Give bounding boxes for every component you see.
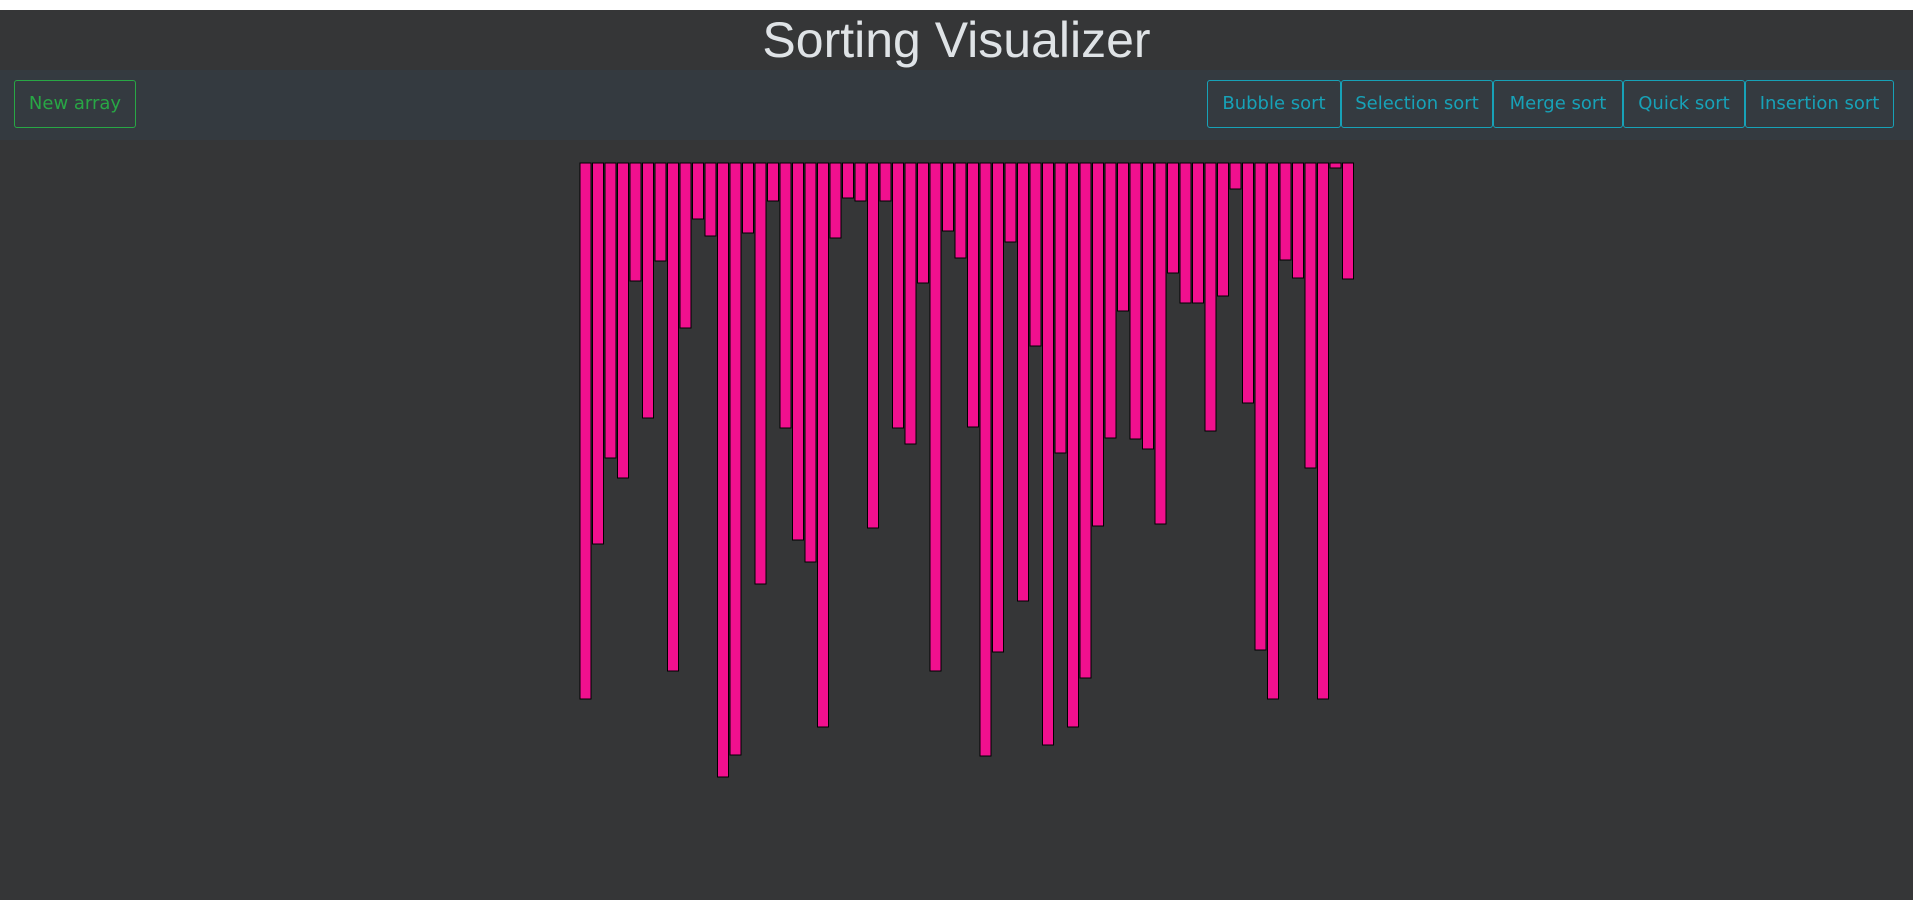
array-bar (1167, 162, 1179, 274)
array-bar (1267, 162, 1279, 700)
array-bar (904, 162, 917, 445)
array-bar (1104, 162, 1117, 439)
insertion-sort-button[interactable]: Insertion sort (1745, 80, 1894, 128)
array-bar (1292, 162, 1304, 279)
browser-top-strip (0, 0, 1913, 10)
array-bar (1192, 162, 1204, 304)
array-bar (717, 162, 729, 778)
array-bar (1254, 162, 1267, 651)
array-bar (1179, 162, 1192, 304)
array-bar (1017, 162, 1029, 602)
array-bar (979, 162, 992, 757)
array-bar (792, 162, 804, 541)
array-bar (1229, 162, 1242, 190)
array-bar (579, 162, 592, 700)
array-bar (729, 162, 742, 756)
array-bar (754, 162, 767, 585)
array-bar (1029, 162, 1042, 347)
array-bar (654, 162, 667, 262)
merge-sort-button[interactable]: Merge sort (1493, 80, 1623, 128)
array-bar (617, 162, 629, 479)
array-bar (1317, 162, 1329, 700)
array-bar (1117, 162, 1129, 312)
quick-sort-button[interactable]: Quick sort (1623, 80, 1745, 128)
array-bar (842, 162, 854, 199)
array-bar (592, 162, 604, 545)
array-bar (642, 162, 654, 419)
array-bar (1092, 162, 1104, 527)
array-bar (1204, 162, 1217, 432)
array-bar (1304, 162, 1317, 469)
array-bar (1042, 162, 1054, 746)
array-bar (967, 162, 979, 428)
array-bar (1154, 162, 1167, 525)
array-bar (992, 162, 1004, 653)
array-bar (604, 162, 617, 459)
selection-sort-button[interactable]: Selection sort (1341, 80, 1493, 128)
array-bar (779, 162, 792, 429)
array-bar (1054, 162, 1067, 454)
array-bar (767, 162, 779, 202)
array-bar (867, 162, 879, 529)
toolbar: New array Bubble sort Selection sort Mer… (0, 70, 1913, 140)
new-array-button[interactable]: New array (14, 80, 136, 128)
array-bar (854, 162, 867, 202)
array-bar (817, 162, 829, 728)
array-bar (1342, 162, 1354, 280)
array-bar (942, 162, 954, 232)
array-bar (1329, 162, 1342, 169)
array-bar (1142, 162, 1154, 450)
array-bar (1279, 162, 1292, 261)
array-bar (1067, 162, 1079, 728)
array-bar (892, 162, 904, 429)
bubble-sort-button[interactable]: Bubble sort (1207, 80, 1341, 128)
array-bar (704, 162, 717, 237)
array-bar (954, 162, 967, 259)
array-bar (1242, 162, 1254, 404)
array-bar (1217, 162, 1229, 297)
array-bar (1004, 162, 1017, 243)
array-bar (629, 162, 642, 282)
array-bar (829, 162, 842, 239)
array-bar (917, 162, 929, 284)
array-bar (667, 162, 679, 672)
array-bar (692, 162, 704, 220)
array-bar (879, 162, 892, 202)
array-bar (929, 162, 942, 672)
page-title: Sorting Visualizer (762, 12, 1151, 68)
array-bar (679, 162, 692, 329)
array-bar (804, 162, 817, 563)
array-bar (1079, 162, 1092, 679)
array-bar (1129, 162, 1142, 440)
array-bar (742, 162, 754, 234)
